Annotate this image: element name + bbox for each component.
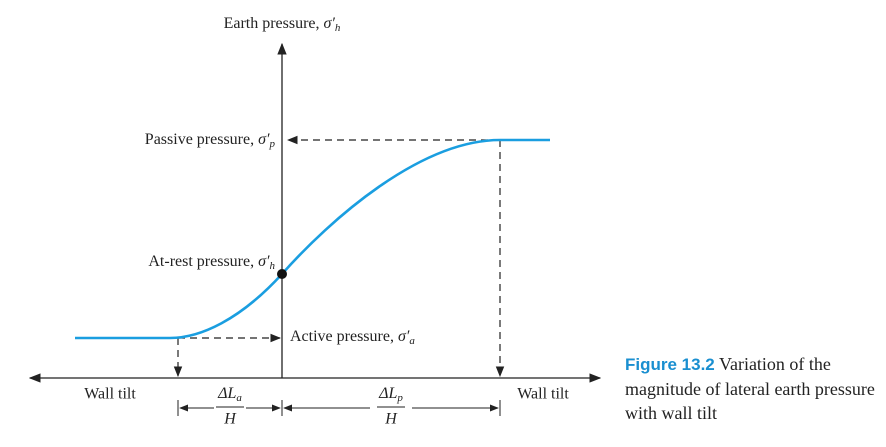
passive-label: Passive pressure, σ′p <box>145 131 276 150</box>
pressure-curve <box>75 138 550 340</box>
right-axis-label: Wall tilt <box>517 386 569 403</box>
fraction-numerator: ΔLa <box>217 385 242 404</box>
at-rest-label: At-rest pressure, σ′h <box>148 253 275 272</box>
left-axis-label: Wall tilt <box>84 386 136 403</box>
at-rest-point <box>277 269 287 279</box>
fraction-denominator: H <box>384 411 398 428</box>
caption-text: Variation of the magnitude of lateral ea… <box>625 354 875 423</box>
figure-label: Figure 13.2 <box>625 355 715 374</box>
caption: Figure 13.2 Variation of the magnitude o… <box>625 352 880 425</box>
y-axis-label: Earth pressure, σ′h <box>224 15 341 34</box>
fraction-denominator: H <box>223 411 237 428</box>
active-label: Active pressure, σ′a <box>290 328 415 347</box>
fraction-numerator: ΔLp <box>378 385 403 404</box>
